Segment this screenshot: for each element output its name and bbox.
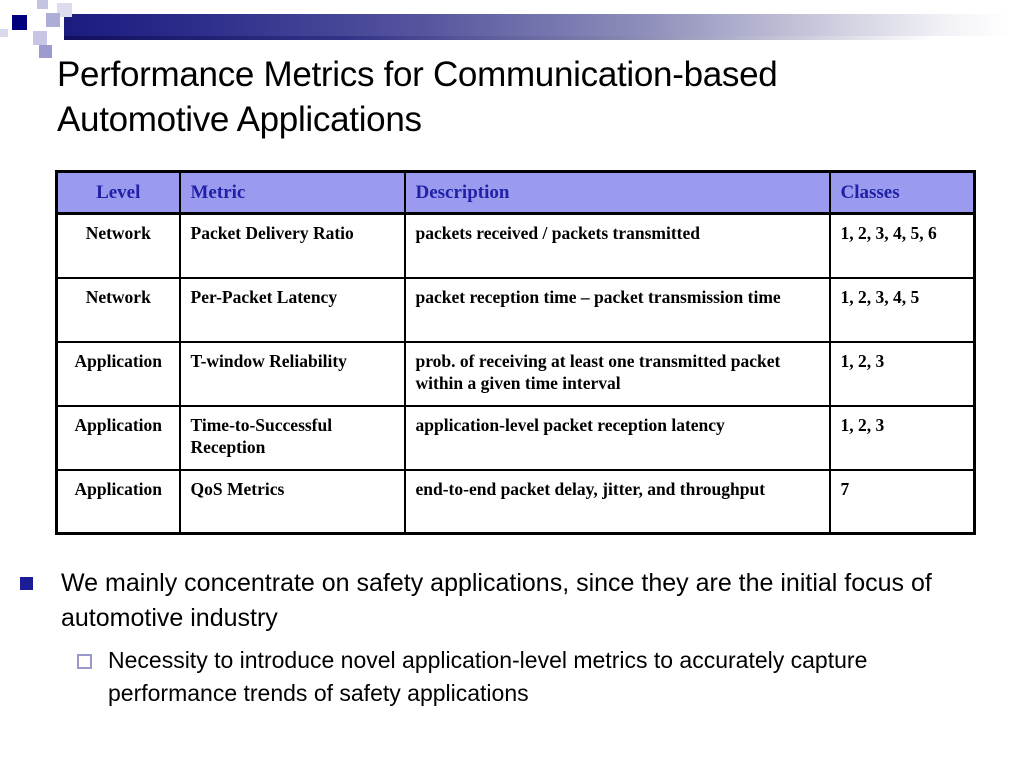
decor-square: [39, 45, 52, 58]
decor-square: [37, 0, 48, 9]
table-header-row: Level Metric Description Classes: [55, 170, 976, 215]
table-row: Network Packet Delivery Ratio packets rece…: [55, 212, 976, 279]
table-cell: Application: [55, 468, 181, 535]
table-cell: Application: [55, 404, 181, 471]
table-header-cell: Metric: [178, 170, 406, 215]
table-cell: Network: [55, 212, 181, 279]
bullet-main: We mainly concentrate on safety applicat…: [20, 566, 966, 636]
table-cell: 1, 2, 3: [828, 340, 976, 407]
slide-title: Performance Metrics for Communication-ba…: [57, 55, 778, 139]
table-cell: 1, 2, 3, 4, 5: [828, 276, 976, 343]
bullet-sub-text: Necessity to introduce novel application…: [108, 647, 868, 706]
decor-square: [33, 31, 47, 45]
table-cell: Packet Delivery Ratio: [178, 212, 406, 279]
bullet-main-text: We mainly concentrate on safety applicat…: [61, 569, 932, 632]
table-header-cell: Level: [55, 170, 181, 215]
decor-square: [57, 3, 72, 17]
bullet-sub: Necessity to introduce novel application…: [77, 644, 968, 710]
table-cell: end-to-end packet delay, jitter, and thr…: [403, 468, 831, 535]
table-cell: application-level packet reception laten…: [403, 404, 831, 471]
table-cell: 7: [828, 468, 976, 535]
table-row: Application QoS Metrics end-to-end packet …: [55, 468, 976, 535]
table-cell: prob. of receiving at least one transmit…: [403, 340, 831, 407]
header-gradient-bar: [64, 14, 1010, 36]
table-row: Network Per-Packet Latency packet receptio…: [55, 276, 976, 343]
table-cell: Network: [55, 276, 181, 343]
table-cell: QoS Metrics: [178, 468, 406, 535]
header-gradient-bar-shadow: [64, 36, 1010, 40]
table-cell: T-window Reliability: [178, 340, 406, 407]
table-cell: Application: [55, 340, 181, 407]
decor-square: [0, 29, 8, 37]
table-cell: 1, 2, 3, 4, 5, 6: [828, 212, 976, 279]
table-row: Application Time-to-Successful Reception a…: [55, 404, 976, 471]
open-square-bullet-icon: [77, 654, 92, 669]
table-cell: Per-Packet Latency: [178, 276, 406, 343]
table-header-cell: Description: [403, 170, 831, 215]
decor-square: [12, 15, 27, 30]
filled-square-bullet-icon: [20, 577, 33, 590]
table-cell: packets received / packets transmitted: [403, 212, 831, 279]
table-cell: 1, 2, 3: [828, 404, 976, 471]
decor-square: [46, 13, 60, 27]
table-row: Application T-window Reliability prob. of …: [55, 340, 976, 407]
table-header-cell: Classes: [828, 170, 976, 215]
table-cell: packet reception time – packet transmiss…: [403, 276, 831, 343]
table-cell: Time-to-Successful Reception: [178, 404, 406, 471]
metrics-table: Level Metric Description Classes Network Pac…: [55, 170, 976, 535]
